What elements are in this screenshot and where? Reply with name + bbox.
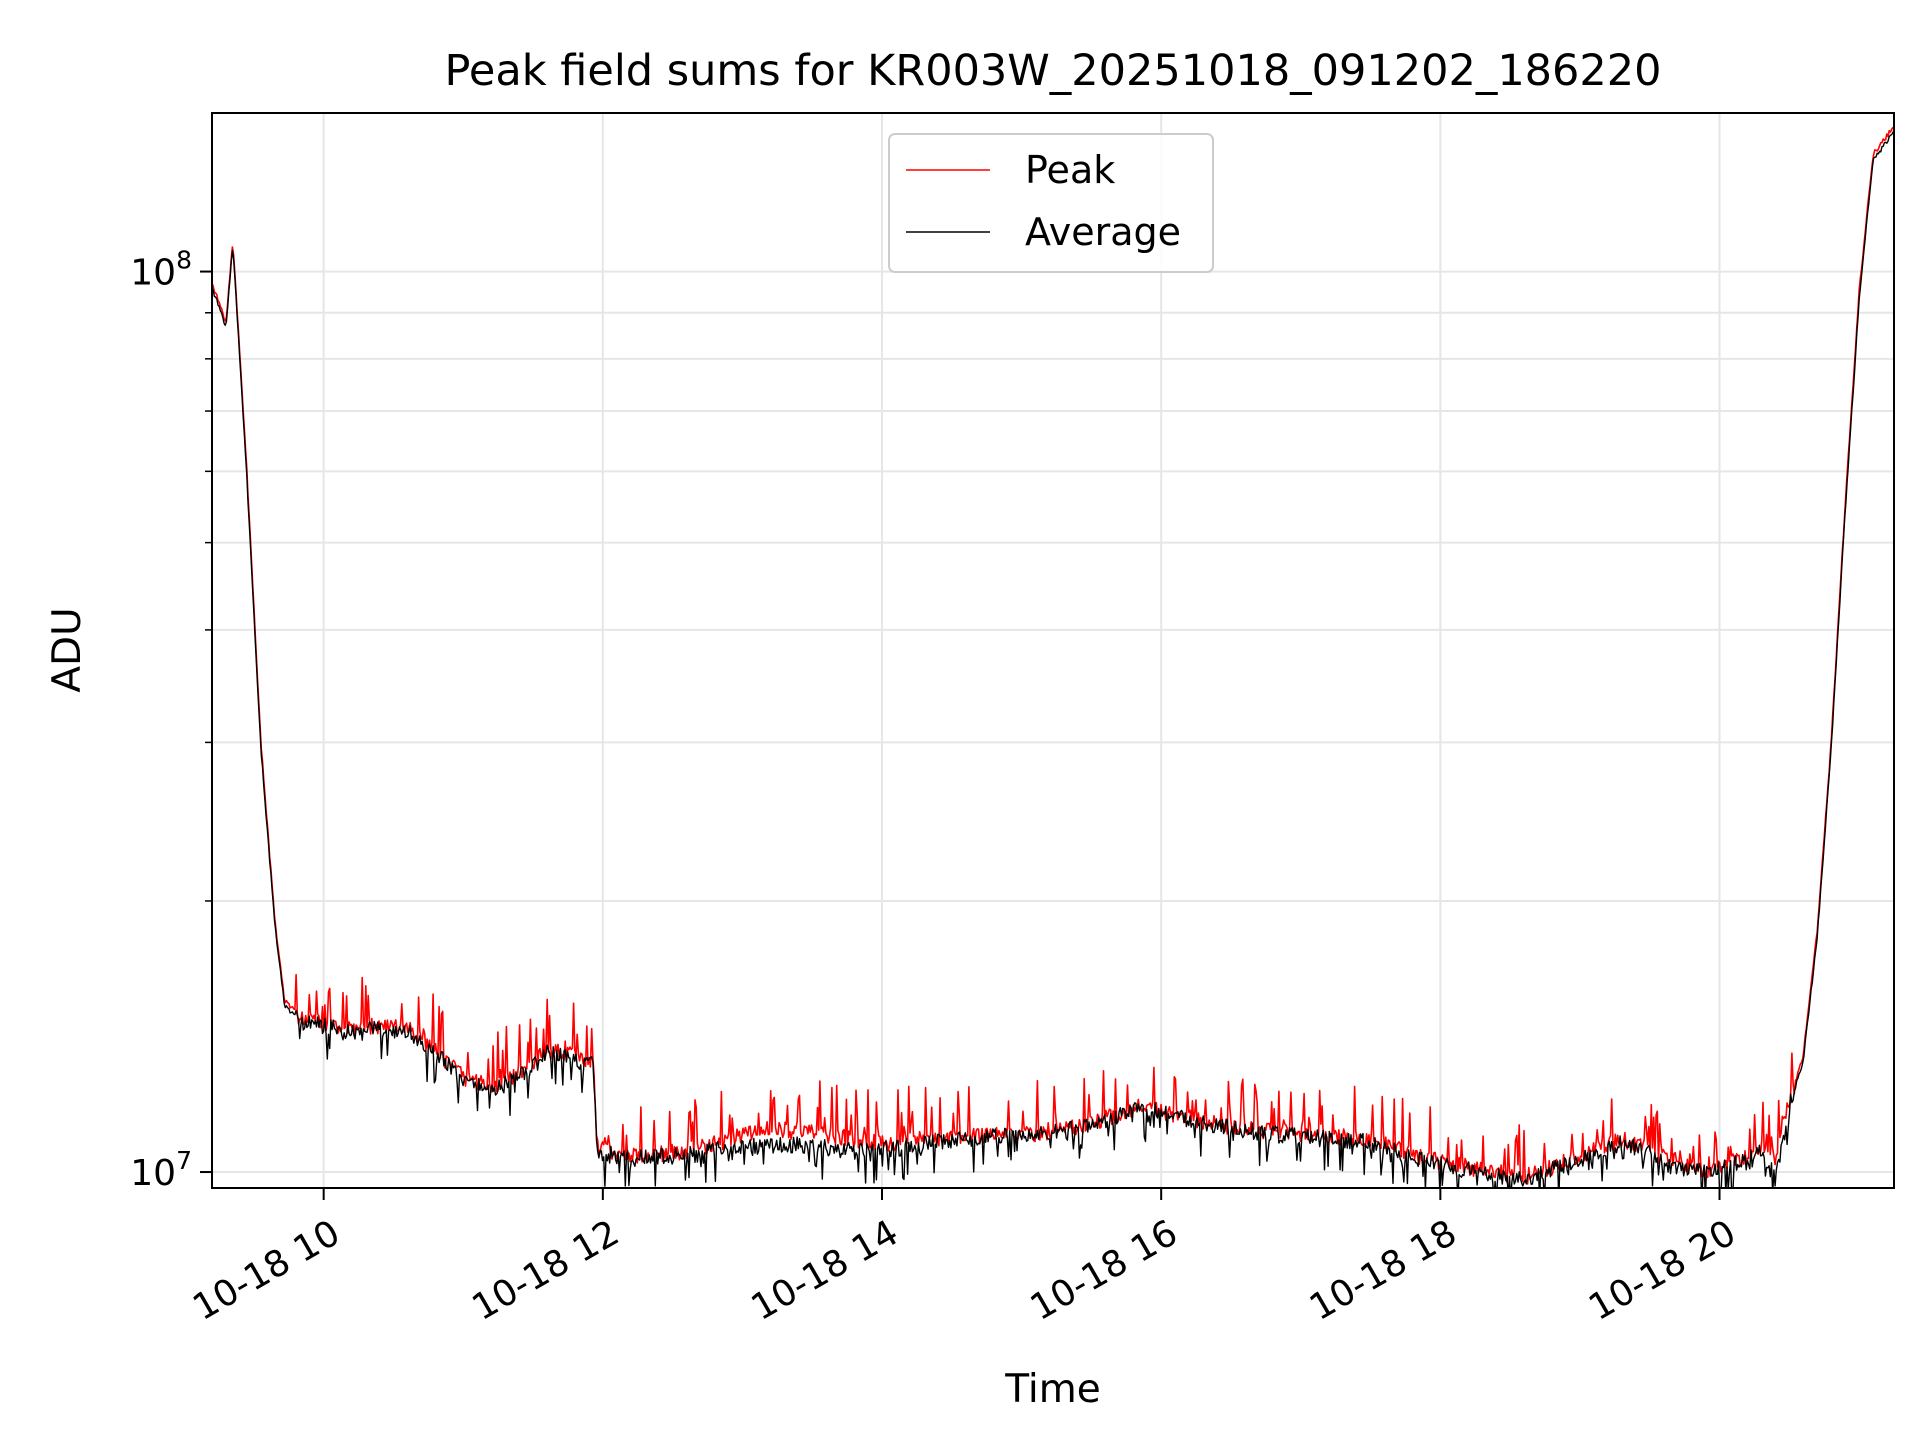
legend-label-average: Average [1025,210,1181,254]
y-tick-label: 108 [130,246,192,294]
grid-layer [212,113,1894,1188]
legend-box [888,133,1214,273]
chart-title: Peak field sums for KR003W_20251018_0912… [445,46,1662,96]
y-tick-label-base: 10 [130,1153,176,1194]
y-tick-label: 107 [130,1146,192,1194]
y-tick-label-exponent: 8 [176,246,192,275]
series-line-peak [212,126,1894,1185]
data-layer [212,126,1894,1188]
y-tick-label-base: 10 [130,253,176,294]
series-line-average [212,129,1894,1188]
legend: Peak Average [888,133,1214,273]
series-peak [212,126,1894,1185]
plot-frame [211,112,1895,1189]
y-tick-label-exponent: 7 [176,1146,192,1175]
series-average [212,129,1894,1188]
y-axis-label: ADU [45,607,90,692]
x-axis-label: Time [1004,1367,1100,1412]
legend-label-peak: Peak [1025,148,1115,192]
